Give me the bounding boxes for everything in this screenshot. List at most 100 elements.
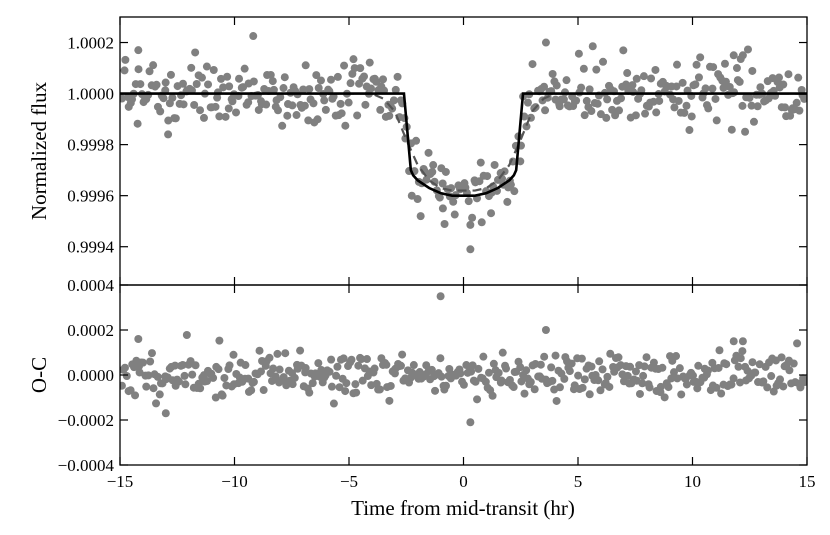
top-y-axis-label: Normalized flux — [27, 81, 51, 220]
top-data-point — [249, 77, 258, 86]
top-data-point — [262, 100, 271, 109]
residual-data-point — [259, 386, 268, 395]
residual-data-point — [779, 382, 788, 391]
residual-data-point — [256, 367, 265, 376]
residual-data-point — [727, 380, 736, 389]
bottom-data-points — [120, 292, 807, 427]
top-data-point — [701, 84, 710, 93]
residual-data-point — [182, 331, 191, 340]
top-data-point — [266, 70, 275, 79]
top-data-point — [178, 79, 187, 88]
top-data-point — [416, 212, 425, 221]
top-data-point — [476, 158, 485, 167]
top-data-point — [794, 73, 803, 82]
top-data-point — [365, 58, 374, 67]
residual-data-point — [386, 381, 395, 390]
top-data-point — [673, 60, 681, 69]
residual-data-point — [638, 379, 647, 388]
residual-data-point — [777, 353, 786, 362]
top-data-point — [279, 84, 288, 93]
residual-data-point — [134, 335, 143, 343]
residual-data-point — [273, 349, 282, 358]
residual-data-point — [220, 373, 229, 382]
top-data-point — [632, 74, 641, 83]
model-solid-line — [120, 92, 807, 197]
x-tick-label: −15 — [107, 472, 134, 491]
top-data-point — [682, 101, 691, 110]
top-data-point — [249, 32, 258, 41]
residual-data-point — [271, 372, 280, 381]
residual-data-point — [704, 366, 712, 375]
residual-data-point — [301, 364, 310, 373]
top-data-point — [190, 100, 199, 109]
residual-data-point — [466, 418, 475, 427]
top-data-point — [224, 104, 233, 113]
top-y-tick-label: 0.9996 — [67, 187, 114, 206]
residual-data-point — [144, 371, 153, 380]
top-data-point — [164, 116, 173, 125]
residual-data-point — [196, 384, 205, 393]
top-y-tick-label: 0.9994 — [67, 238, 114, 257]
residual-data-point — [120, 363, 129, 372]
residual-data-point — [489, 359, 498, 368]
top-data-point — [221, 112, 230, 121]
top-data-point — [422, 175, 431, 184]
top-data-point — [593, 99, 602, 108]
residual-data-point — [712, 383, 721, 392]
residual-data-point — [467, 367, 476, 376]
residual-data-point — [325, 367, 334, 376]
residual-data-point — [305, 388, 314, 397]
residual-data-point — [516, 363, 525, 372]
residual-data-point — [225, 361, 234, 370]
top-data-point — [379, 75, 388, 84]
residual-data-point — [139, 358, 148, 367]
residual-data-point — [682, 380, 691, 389]
residual-data-point — [595, 357, 604, 366]
residual-data-point — [181, 380, 190, 389]
top-data-point — [276, 93, 285, 102]
top-data-point — [336, 99, 345, 108]
residual-data-point — [722, 360, 731, 369]
residual-data-point — [498, 348, 507, 357]
top-data-point — [235, 74, 244, 83]
residual-data-point — [354, 361, 363, 370]
residual-data-point — [314, 359, 323, 368]
top-data-point — [361, 100, 370, 109]
residual-data-point — [247, 386, 256, 395]
top-data-point — [197, 73, 206, 82]
residual-data-point — [275, 365, 284, 374]
residual-data-point — [339, 354, 348, 363]
top-data-point — [691, 80, 700, 89]
top-data-point — [304, 116, 313, 125]
residual-data-point — [693, 384, 702, 393]
top-data-point — [641, 109, 650, 118]
residual-data-point — [763, 383, 772, 392]
top-data-point — [730, 88, 739, 97]
residual-data-point — [660, 393, 669, 402]
residual-data-point — [614, 353, 623, 362]
residual-data-point — [560, 374, 569, 383]
residual-data-point — [155, 390, 164, 399]
residual-data-point — [474, 364, 483, 373]
top-data-point — [232, 108, 241, 117]
residual-data-point — [468, 361, 477, 370]
residual-data-point — [536, 360, 545, 369]
top-data-point — [187, 63, 196, 72]
residual-data-point — [351, 380, 360, 389]
top-data-point — [680, 108, 689, 117]
top-data-point — [592, 65, 601, 74]
top-data-point — [743, 45, 752, 54]
top-data-point — [301, 61, 310, 70]
residual-data-point — [488, 391, 497, 400]
residual-data-point — [578, 383, 587, 392]
top-data-point — [199, 113, 208, 122]
top-data-point — [674, 96, 683, 105]
residual-data-point — [211, 393, 220, 402]
top-data-point — [346, 79, 355, 88]
top-data-point — [219, 83, 228, 92]
residual-data-point — [640, 362, 649, 371]
top-data-point — [587, 107, 596, 116]
top-data-point — [273, 106, 282, 115]
residual-data-point — [767, 372, 776, 381]
residual-data-point — [639, 371, 648, 380]
